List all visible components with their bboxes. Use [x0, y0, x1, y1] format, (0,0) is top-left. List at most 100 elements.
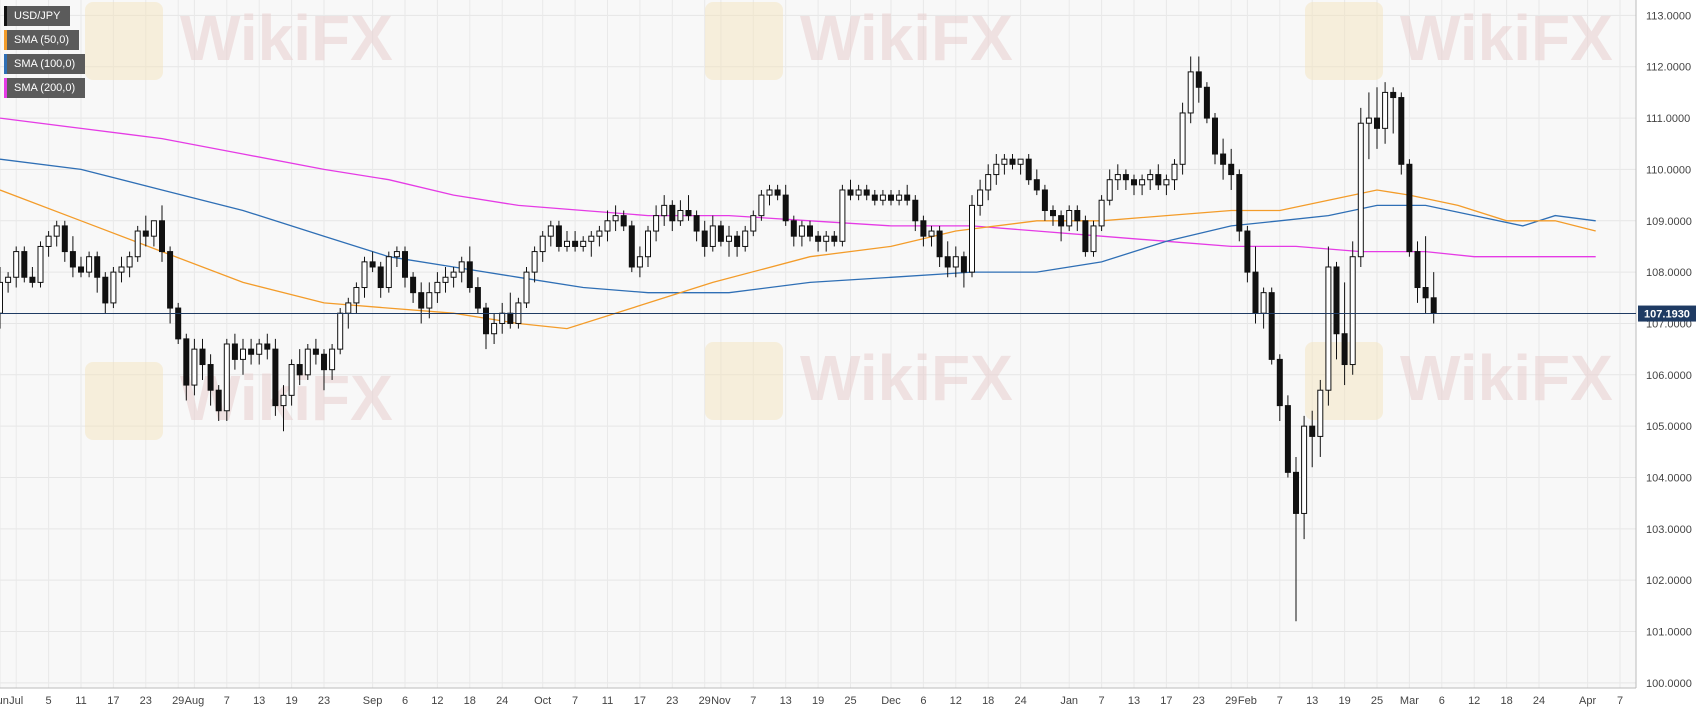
candle-body [969, 204, 975, 273]
candle-body [1414, 251, 1421, 289]
candle-body [434, 281, 441, 294]
x-tick-label: Jul [9, 695, 23, 707]
candle-body [142, 230, 149, 237]
candle-body [1390, 91, 1397, 99]
candle-body [458, 261, 465, 273]
candle-body [1163, 179, 1170, 186]
candle-body [985, 174, 992, 191]
candle-body [1074, 210, 1081, 222]
candle-body [1236, 174, 1243, 232]
candle-body [296, 364, 303, 376]
candle-body [604, 220, 611, 232]
candle-body [815, 235, 822, 242]
candle-body [920, 220, 927, 237]
candle-body [912, 199, 919, 222]
candle-body [240, 348, 246, 360]
candle-body [1228, 163, 1235, 176]
candle-body [717, 225, 724, 242]
candle-body [750, 215, 757, 232]
candle-body [1212, 117, 1218, 155]
candle-body [329, 348, 336, 371]
legend-item-sma50[interactable]: SMA (50,0) [4, 30, 80, 50]
candle-body [126, 256, 133, 268]
candle-body [94, 256, 101, 278]
candle-body [1293, 471, 1299, 514]
candle-body [888, 194, 894, 201]
candle-body [1066, 210, 1073, 227]
candle-body [1098, 199, 1105, 227]
candle-body [183, 338, 190, 386]
candle-body [1082, 220, 1089, 253]
x-tick-label: 7 [750, 695, 756, 707]
x-tick-label: 12 [1468, 695, 1480, 707]
x-tick-label: 25 [844, 695, 856, 707]
legend-item-usdjpy[interactable]: USD/JPY [4, 6, 71, 26]
x-tick-label: 23 [1193, 695, 1205, 707]
candle-body [1041, 189, 1048, 212]
x-tick-label: 13 [1128, 695, 1140, 707]
x-tick-label: 23 [318, 695, 330, 707]
candle-body [734, 235, 741, 247]
x-tick-label: 23 [140, 695, 152, 707]
legend-item-sma200[interactable]: SMA (200,0) [4, 78, 86, 98]
candle-body [280, 394, 287, 407]
candle-body [1058, 215, 1065, 227]
candle-body [450, 271, 457, 278]
candle-body [1090, 225, 1097, 253]
candle-body [175, 307, 182, 340]
watermark-logo-icon [705, 2, 783, 80]
candle-body [1349, 256, 1356, 366]
x-tick-label: Mar [1400, 695, 1419, 707]
candle-body [645, 230, 651, 258]
candle-body [928, 230, 935, 237]
watermark-text: WikiFX [180, 2, 393, 74]
candle-body [1284, 405, 1291, 473]
candle-body [896, 194, 903, 201]
x-tick-label: 18 [982, 695, 994, 707]
x-tick-label: 24 [1533, 695, 1545, 707]
candle-body [960, 256, 967, 273]
candle-body [879, 194, 886, 201]
candle-body [499, 312, 506, 324]
current-price-badge [1638, 305, 1696, 322]
candle-body [661, 204, 668, 217]
candle-body [677, 210, 684, 222]
x-tick-label: 5 [46, 695, 52, 707]
candle-body [547, 225, 554, 237]
candle-body [248, 348, 255, 355]
y-tick-label: 109.0000 [1646, 216, 1692, 228]
candle-body [669, 204, 676, 222]
candle-body [863, 189, 870, 196]
candle-body [223, 343, 230, 412]
y-tick-label: 111.0000 [1646, 113, 1690, 125]
x-tick-label: 25 [1371, 695, 1383, 707]
y-tick-label: 110.0000 [1646, 164, 1691, 176]
x-tick-label: 6 [1439, 695, 1445, 707]
candle-body [774, 189, 781, 196]
candle-body [653, 215, 660, 232]
x-tick-label: Oct [534, 695, 551, 707]
x-tick-label: 13 [780, 695, 792, 707]
candle-body [823, 235, 830, 242]
candle-body [13, 251, 20, 278]
legend-item-sma100[interactable]: SMA (100,0) [4, 54, 86, 74]
candle-body [1147, 174, 1154, 181]
candle-body [61, 225, 68, 253]
candle-body [1430, 297, 1437, 314]
candle-body [272, 348, 279, 407]
candle-body [726, 235, 732, 242]
candle-body [1155, 174, 1162, 186]
watermark-text: WikiFX [800, 342, 1013, 414]
candle-body [766, 189, 773, 196]
chart-legend: USD/JPY SMA (50,0) SMA (100,0) SMA (200,… [4, 6, 86, 98]
candle-body [199, 348, 206, 366]
candle-body [167, 251, 174, 309]
candle-body [1179, 112, 1186, 165]
watermark-logo-icon [85, 362, 163, 440]
candle-body [1131, 179, 1137, 186]
candle-body [86, 256, 93, 273]
candle-body [847, 189, 854, 196]
candle-body [1268, 292, 1275, 360]
candle-body [21, 251, 28, 278]
y-tick-label: 104.0000 [1646, 472, 1692, 484]
